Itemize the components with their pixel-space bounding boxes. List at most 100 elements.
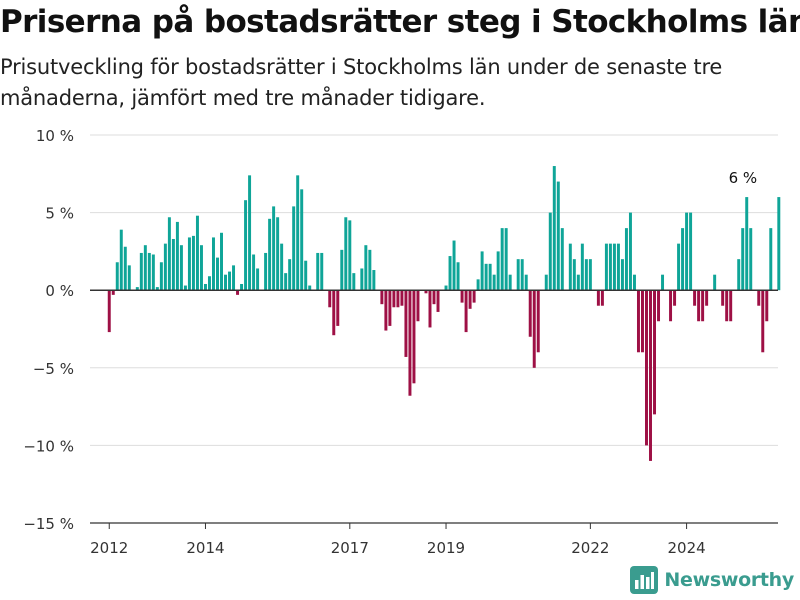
- bar-positive: [689, 212, 693, 291]
- bar-positive: [115, 262, 119, 291]
- bar-positive: [588, 259, 592, 291]
- bar-positive: [749, 228, 753, 291]
- chart-subtitle: Prisutveckling för bostadsrätter i Stock…: [0, 55, 723, 110]
- bar-positive: [348, 220, 352, 291]
- bar-positive: [500, 228, 504, 291]
- bar-positive: [444, 285, 448, 291]
- bar-positive: [280, 243, 284, 291]
- bar-positive: [264, 252, 268, 291]
- bar-positive: [777, 197, 781, 291]
- brand-name: Newsworthy: [664, 569, 794, 591]
- bar-positive: [628, 212, 632, 291]
- bar-positive: [147, 252, 151, 291]
- bar-positive: [316, 252, 320, 291]
- bar-negative: [416, 290, 420, 322]
- bar-positive: [484, 263, 488, 291]
- bar-positive: [769, 228, 773, 291]
- bar-positive: [741, 228, 745, 291]
- bar-positive: [288, 259, 292, 291]
- bar-negative: [765, 290, 769, 322]
- bar-positive: [292, 206, 296, 291]
- y-tick-label: −10 %: [23, 437, 74, 455]
- bar-positive: [448, 256, 452, 291]
- bar-negative: [412, 290, 416, 384]
- bar-positive: [504, 228, 508, 291]
- bar-positive: [268, 218, 272, 291]
- bar-positive: [677, 243, 681, 291]
- bar-negative: [332, 290, 336, 336]
- bar-positive: [216, 257, 219, 291]
- bar-positive: [368, 249, 372, 291]
- bar-negative: [392, 290, 396, 308]
- bar-negative: [649, 290, 652, 461]
- newsworthy-logo[interactable]: Newsworthy: [630, 566, 794, 594]
- bar-negative: [468, 290, 472, 309]
- bar-positive: [620, 259, 624, 291]
- bar-negative: [669, 290, 673, 322]
- bar-positive: [576, 274, 580, 291]
- bar-positive: [151, 254, 155, 291]
- bar-positive: [520, 259, 524, 291]
- bar-positive: [248, 175, 252, 291]
- x-tick-label: 2012: [90, 539, 128, 557]
- bar-positive: [135, 287, 139, 291]
- bar-negative: [596, 290, 600, 306]
- bar-positive: [163, 243, 167, 291]
- bar-positive: [572, 259, 576, 291]
- bar-positive: [492, 274, 496, 291]
- bar-positive: [560, 228, 564, 291]
- bar-negative: [697, 290, 701, 322]
- bar-positive: [199, 245, 203, 291]
- bar-positive: [616, 243, 620, 291]
- bar-positive: [171, 238, 175, 291]
- y-tick-label: 5 %: [45, 205, 74, 223]
- bar-positive: [584, 259, 588, 291]
- bar-positive: [340, 249, 344, 291]
- bar-positive: [681, 228, 685, 291]
- bar-negative: [428, 290, 432, 328]
- bar-negative: [384, 290, 388, 331]
- bar-positive: [624, 228, 628, 291]
- bar-positive: [556, 181, 560, 291]
- bar-negative: [424, 290, 428, 294]
- bar-negative: [636, 290, 640, 353]
- bar-negative: [641, 290, 644, 353]
- bar-negative: [464, 290, 468, 333]
- bar-positive: [488, 263, 492, 291]
- bar-positive: [127, 265, 131, 291]
- bar-negative: [536, 290, 540, 353]
- bar-positive: [183, 285, 187, 291]
- bar-positive: [516, 259, 520, 291]
- bar-negative: [436, 290, 440, 312]
- bar-positive: [308, 285, 312, 291]
- bar-negative: [721, 290, 725, 306]
- bar-negative: [336, 290, 340, 326]
- bar-positive: [139, 252, 143, 291]
- annotation-label: 6 %: [729, 169, 758, 187]
- bar-positive: [632, 274, 636, 291]
- bar-positive: [240, 283, 244, 291]
- bar-positive: [524, 274, 528, 291]
- y-axis-ticks: 10 % 5 % 0 % −5 % −10 % −15 %: [23, 127, 74, 533]
- bar-negative: [532, 290, 536, 368]
- bar-positive: [256, 268, 260, 291]
- bar-positive: [228, 271, 232, 291]
- x-tick-label: 2014: [186, 539, 224, 557]
- y-tick-label: 10 %: [36, 127, 74, 145]
- bar-negative: [328, 290, 332, 308]
- bar-positive: [496, 251, 500, 291]
- bar-negative: [400, 290, 404, 306]
- bar-negative: [657, 290, 661, 322]
- bar-positive: [552, 166, 556, 291]
- bar-negative: [757, 290, 761, 306]
- bar-positive: [296, 175, 300, 291]
- bar-positive: [224, 274, 227, 291]
- bar-negative: [432, 290, 436, 305]
- bar-positive: [167, 217, 171, 291]
- bar-positive: [364, 245, 368, 291]
- bar-negative: [653, 290, 656, 415]
- bar-positive: [508, 274, 512, 291]
- bar-negative: [236, 290, 240, 295]
- bar-negative: [396, 290, 400, 308]
- bar-positive: [252, 254, 256, 291]
